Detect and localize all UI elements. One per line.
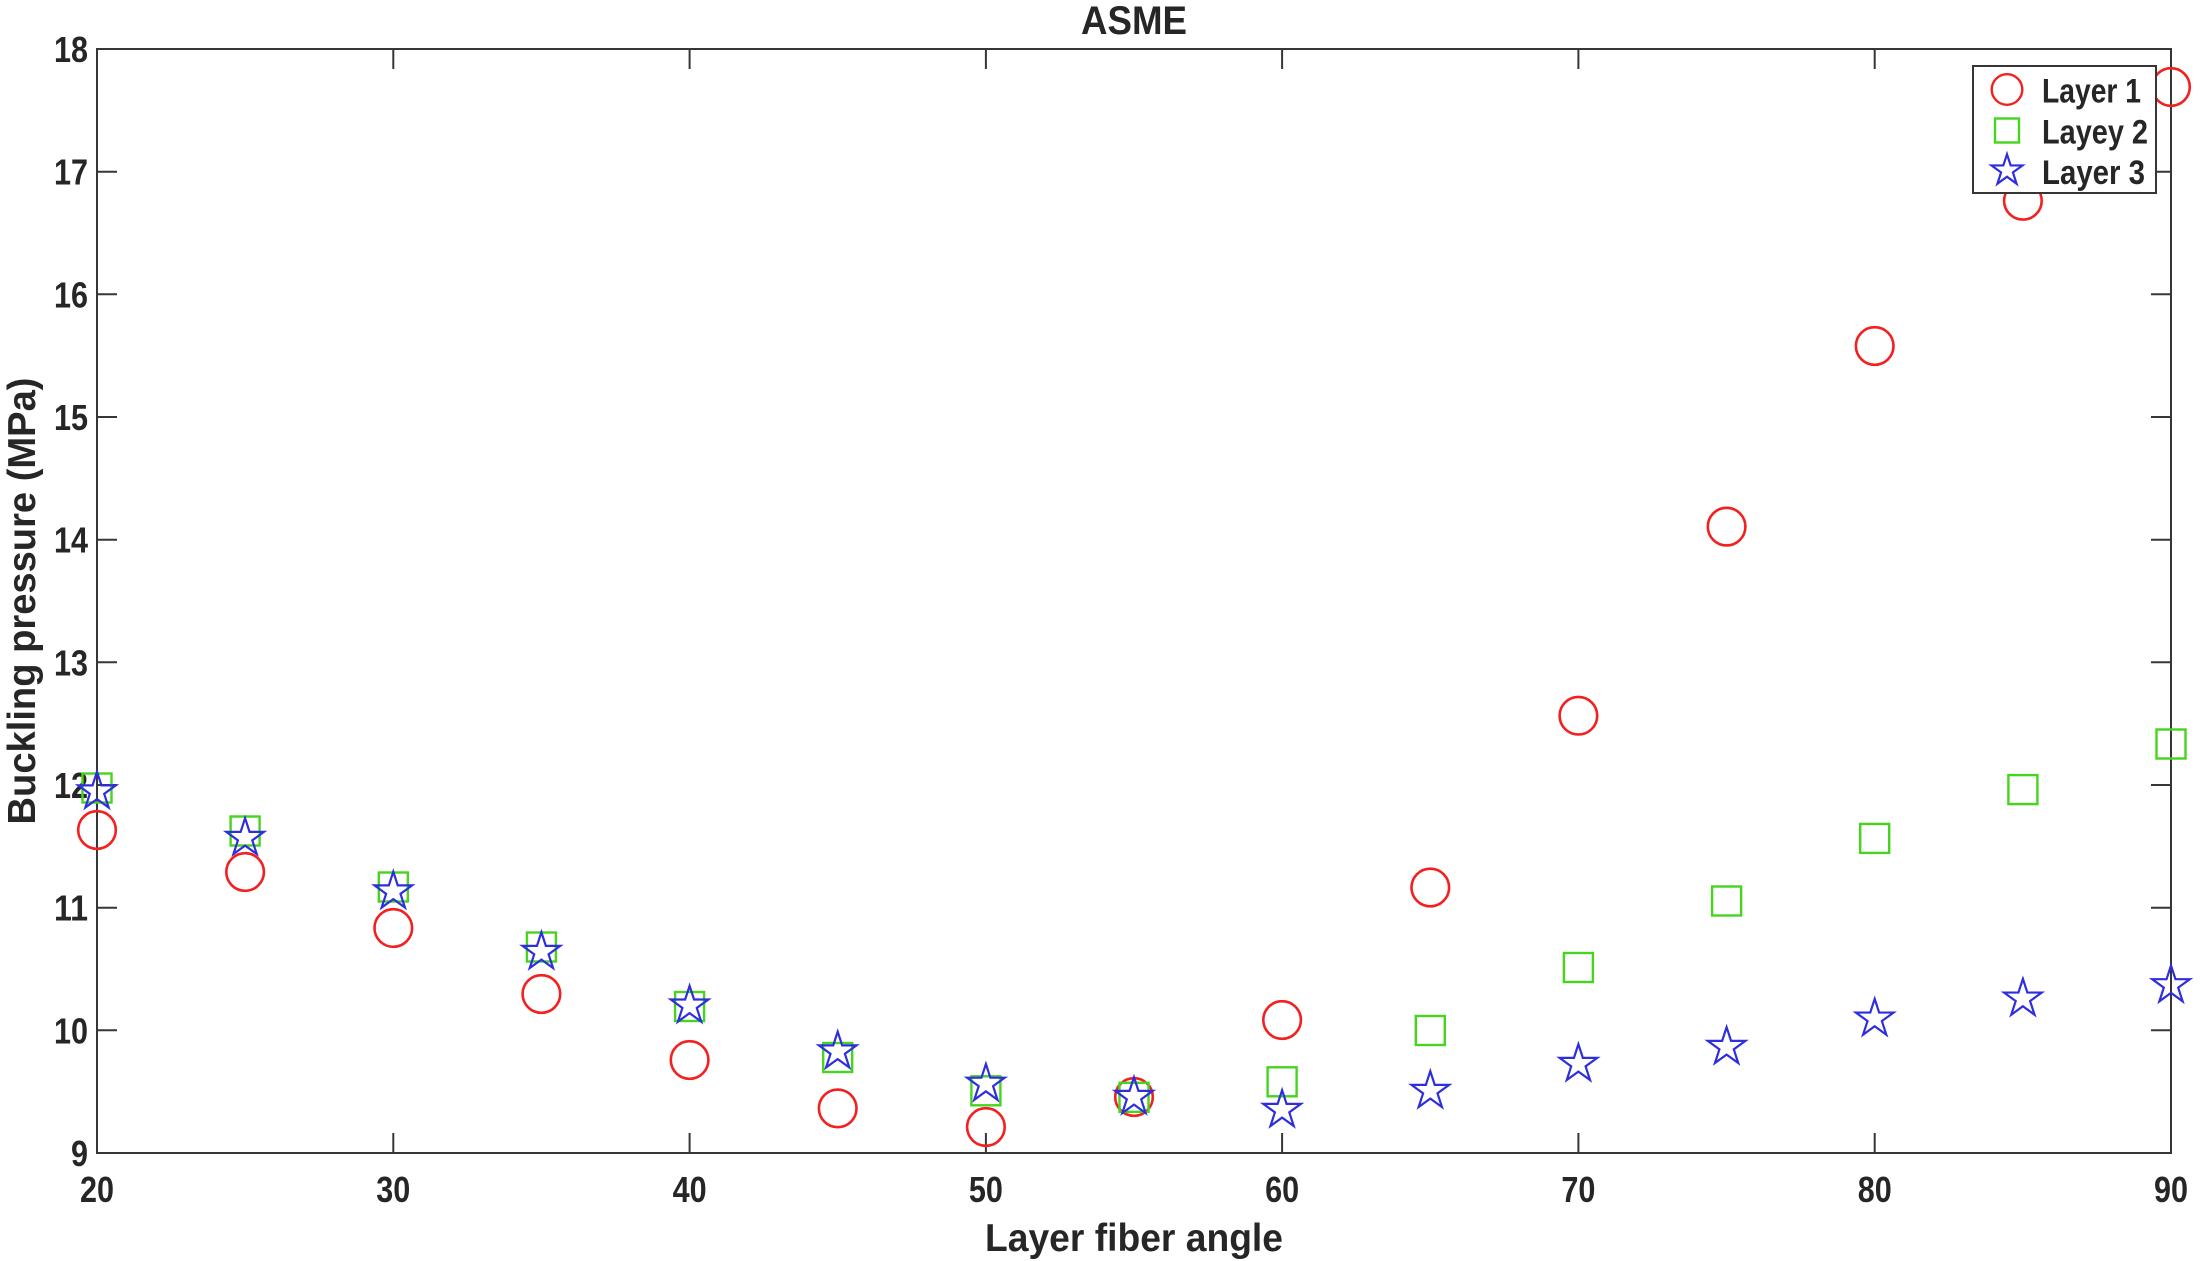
svg-text:18: 18 <box>54 29 88 70</box>
svg-text:14: 14 <box>54 520 88 561</box>
svg-text:Layey 2: Layey 2 <box>2042 114 2148 152</box>
svg-text:13: 13 <box>54 642 88 683</box>
svg-text:40: 40 <box>673 1169 707 1210</box>
svg-text:50: 50 <box>969 1169 1003 1210</box>
svg-text:80: 80 <box>1858 1169 1892 1210</box>
svg-text:9: 9 <box>71 1133 88 1174</box>
svg-text:20: 20 <box>80 1169 114 1210</box>
svg-text:16: 16 <box>54 274 88 315</box>
svg-text:90: 90 <box>2154 1169 2188 1210</box>
svg-text:70: 70 <box>1561 1169 1595 1210</box>
svg-text:11: 11 <box>54 888 88 929</box>
svg-text:10: 10 <box>54 1010 88 1051</box>
svg-text:17: 17 <box>54 152 88 193</box>
svg-text:60: 60 <box>1265 1169 1299 1210</box>
svg-text:Layer 1: Layer 1 <box>2042 73 2141 111</box>
svg-text:15: 15 <box>54 397 88 438</box>
svg-text:Layer 3: Layer 3 <box>2042 154 2145 192</box>
svg-text:ASME: ASME <box>1081 0 1187 43</box>
svg-text:30: 30 <box>376 1169 410 1210</box>
svg-text:Layer fiber angle: Layer fiber angle <box>985 1217 1283 1260</box>
svg-text:Buckling pressure (MPa): Buckling pressure (MPa) <box>1 378 44 825</box>
